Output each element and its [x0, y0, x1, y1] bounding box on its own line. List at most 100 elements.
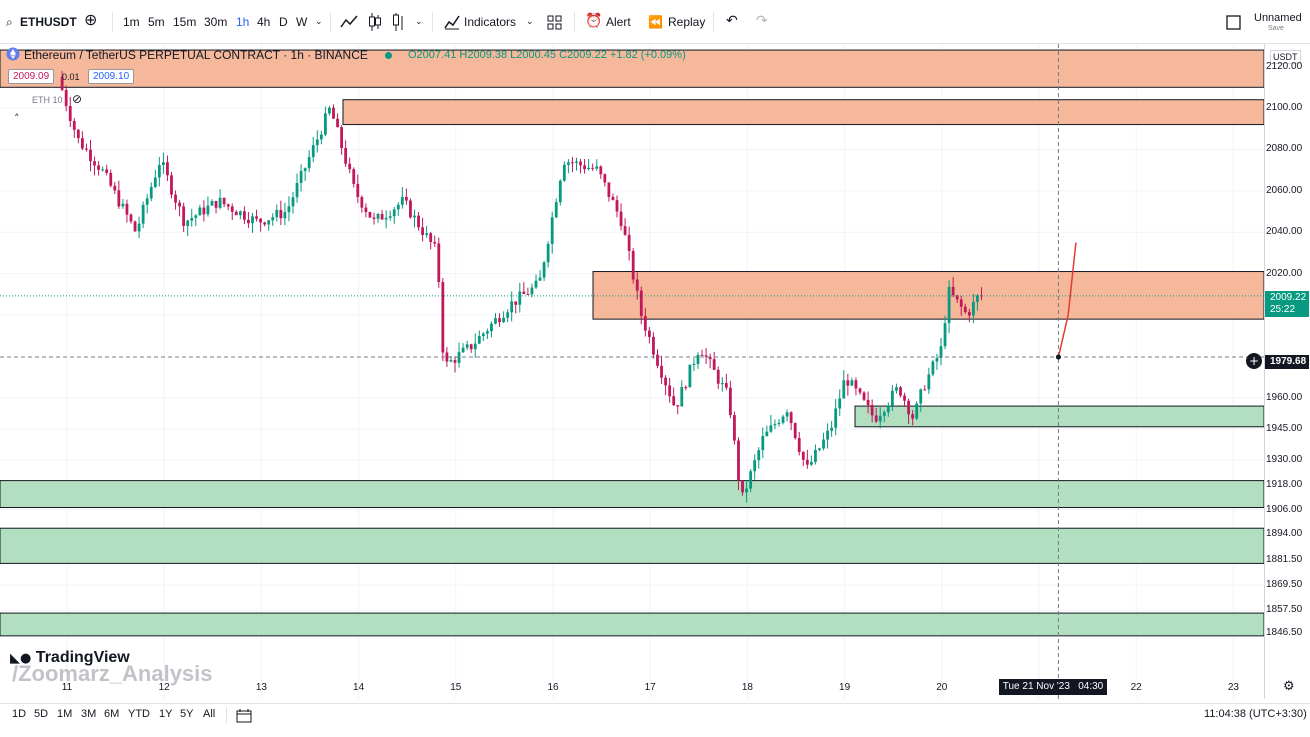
candle-body [542, 262, 546, 278]
interval-5m[interactable]: 5m [148, 15, 165, 29]
author-watermark: /Zoomarz_Analysis [12, 661, 213, 686]
candle-body [465, 344, 469, 348]
candle-body [437, 243, 441, 283]
candle-body [903, 395, 906, 401]
interval-15m[interactable]: 15m [173, 15, 197, 29]
calendar-icon[interactable] [236, 708, 252, 723]
undo-icon[interactable]: ↶ [726, 13, 738, 29]
candle-body [425, 233, 429, 235]
candle-body [801, 451, 805, 460]
candles-layer [60, 71, 983, 503]
candle-countdown: 25:22 [1270, 304, 1296, 315]
replay-button[interactable]: Replay [668, 15, 706, 29]
interval-d[interactable]: D [279, 15, 288, 29]
candle-body [344, 148, 348, 164]
candle-body [372, 217, 376, 219]
interval-1m[interactable]: 1m [123, 15, 140, 29]
interval-30m[interactable]: 30m [204, 15, 228, 29]
plus-circle-icon[interactable]: ⊕ [84, 10, 98, 29]
line-chart-icon[interactable] [340, 14, 358, 30]
bar-chart-icon[interactable] [392, 12, 406, 32]
chevron-down-icon[interactable]: ⌄ [415, 17, 423, 27]
price-tick-label: 2120.00 [1266, 60, 1303, 72]
candles-icon[interactable] [368, 12, 382, 32]
interval-w[interactable]: W [296, 15, 308, 29]
candle-body [113, 185, 117, 191]
candle-body [842, 380, 846, 399]
candle-body [854, 380, 858, 389]
candle-body [566, 162, 570, 165]
candle-body [882, 412, 886, 416]
chevron-down-icon[interactable]: ⌄ [526, 17, 534, 27]
candle-body [611, 196, 615, 201]
candle-body [858, 388, 862, 393]
candle-body [149, 186, 153, 199]
candle-body [433, 241, 437, 244]
range-3m[interactable]: 3M [81, 708, 97, 720]
time-tick-label: 17 [644, 682, 656, 693]
save-label[interactable]: Save [1268, 25, 1284, 32]
candle-body [603, 174, 607, 183]
time-tick-label: 13 [255, 682, 267, 693]
range-1y[interactable]: 1Y [159, 708, 173, 720]
candle-body [538, 277, 542, 281]
candle-body [218, 197, 222, 208]
candle-body [923, 389, 927, 391]
candle-body [749, 471, 753, 489]
symbol-legend-title[interactable]: Ethereum / TetherUS PERPETUAL CONTRACT ·… [24, 48, 368, 62]
add-alert-plus-icon[interactable]: + [1246, 353, 1262, 369]
chevron-down-icon[interactable]: ⌄ [315, 17, 323, 27]
indicators-icon[interactable] [444, 14, 460, 30]
candle-body [449, 360, 453, 362]
alert-button[interactable]: Alert [606, 15, 631, 29]
range-1d[interactable]: 1D [12, 708, 27, 720]
top-toolbar: ⌕ ETHUSDT ⊕ 1m 5m 15m 30m 1h 4h D W ⌄ ⌄ … [0, 0, 1310, 44]
search-icon[interactable]: ⌕ [6, 15, 13, 29]
range-1m[interactable]: 1M [57, 708, 73, 720]
time-tick-label: 12 [158, 682, 170, 693]
price-chart[interactable] [0, 44, 1264, 699]
range-5d[interactable]: 5D [34, 708, 49, 720]
sell-price-box[interactable]: 2009.09 [8, 69, 55, 84]
chart-pane[interactable] [0, 44, 1264, 699]
interval-1h[interactable]: 1h [236, 15, 250, 29]
range-6m[interactable]: 6M [104, 708, 120, 720]
candle-body [700, 354, 704, 356]
checkbox-square-icon[interactable] [1226, 15, 1241, 30]
candle-body [417, 215, 420, 228]
range-ytd[interactable]: YTD [128, 708, 150, 720]
candle-body [413, 215, 416, 218]
candle-body [267, 220, 271, 225]
candle-body [562, 164, 566, 181]
candle-body [664, 377, 667, 386]
collapse-chevron-icon[interactable]: ˄ [14, 112, 20, 125]
replay-icon[interactable]: ⏪ [648, 15, 663, 29]
indicator-legend[interactable]: ETH 10 [32, 95, 63, 105]
range-5y[interactable]: 5Y [180, 708, 194, 720]
price-tick-label: 1906.00 [1266, 503, 1303, 515]
candle-body [672, 396, 676, 406]
candle-body [789, 412, 793, 424]
redo-icon[interactable]: ↷ [756, 13, 768, 29]
price-axis[interactable]: USDT [1264, 44, 1310, 699]
layout-name[interactable]: Unnamed [1254, 12, 1302, 24]
clock-timezone[interactable]: 11:04:38 (UTC+3:30) [1204, 708, 1307, 720]
indicators-button[interactable]: Indicators [464, 15, 517, 29]
currency-selector[interactable]: USDT [1270, 50, 1301, 64]
candle-body [275, 209, 279, 218]
settings-gear-icon[interactable]: ⚙ [1283, 679, 1295, 694]
interval-4h[interactable]: 4h [257, 15, 271, 29]
alarm-clock-icon[interactable]: ⏰ [585, 13, 603, 29]
candle-body [550, 217, 554, 244]
candle-body [210, 200, 214, 206]
range-all[interactable]: All [203, 708, 216, 720]
price-tick-label: 1960.00 [1266, 391, 1303, 403]
candle-body [129, 214, 133, 222]
crosshair-time-label: Tue 21 Nov '23 04:30 [999, 679, 1107, 695]
buy-price-box[interactable]: 2009.10 [88, 69, 135, 84]
candle-body [328, 107, 331, 114]
price-tick-label: 1881.50 [1266, 554, 1303, 566]
layout-grid-icon[interactable] [547, 15, 562, 30]
eye-hidden-icon[interactable]: ⊘ [72, 92, 83, 106]
symbol-search[interactable]: ETHUSDT [20, 15, 77, 29]
